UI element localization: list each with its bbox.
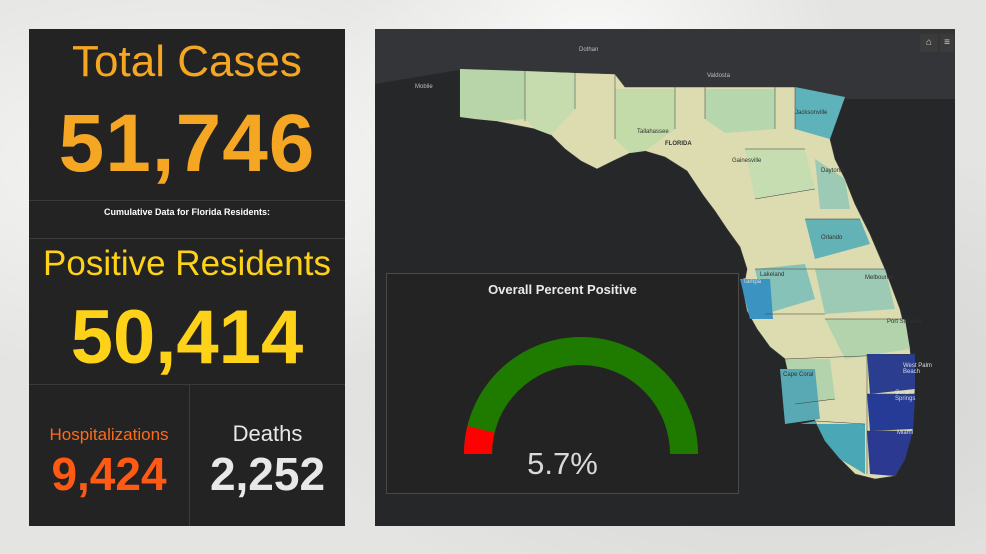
map-label-jacksonville: Jacksonville xyxy=(795,110,828,116)
deaths-label: Deaths xyxy=(232,421,303,446)
florida-map[interactable] xyxy=(375,29,955,526)
hospitalizations-label: Hospitalizations xyxy=(49,425,169,444)
map-label-orlando: Orlando xyxy=(821,235,843,241)
map-label-tallahassee: Tallahassee xyxy=(637,129,669,135)
positive-residents-label: Positive Residents xyxy=(43,244,331,283)
stats-panel: Total Cases 51,746 Cumulative Data for F… xyxy=(29,29,345,526)
hospitalizations-value: 9,424 xyxy=(51,448,167,500)
hospitalizations-block: Hospitalizations 9,424 xyxy=(29,385,189,526)
total-cases-label: Total Cases xyxy=(72,37,302,86)
cumulative-note: Cumulative Data for Florida Residents: xyxy=(103,207,271,217)
map-label-miami: Miami xyxy=(897,430,913,436)
gauge-card: Overall Percent Positive 5.7% xyxy=(386,273,739,494)
total-cases-value: 51,746 xyxy=(58,98,316,189)
map-label-gainesville: Gainesville xyxy=(732,158,762,164)
map-label-valdosta: Valdosta xyxy=(707,73,730,79)
map-label-daytona: Daytona xyxy=(821,168,844,174)
home-icon[interactable]: ⌂ xyxy=(920,34,938,52)
gauge-title: Overall Percent Positive xyxy=(488,282,637,297)
divider xyxy=(29,200,345,201)
map-label-melbourne: Melbourne xyxy=(865,275,894,281)
map-label-west-palm-beach: West Palm Beach xyxy=(903,363,932,375)
map-label-florida: FLORIDA xyxy=(665,141,692,147)
map-label-mobile: Mobile xyxy=(415,84,433,90)
map-label-lakeland: Lakeland xyxy=(760,272,785,278)
map-label-dothan: Dothan xyxy=(579,47,599,53)
map-label-port-st-lucie: Port St Lucie xyxy=(887,319,922,325)
divider xyxy=(29,384,345,385)
gauge-chart xyxy=(464,337,698,455)
deaths-value: 2,252 xyxy=(209,448,326,500)
positive-residents-value: 50,414 xyxy=(70,295,304,380)
map-label-cape-coral: Cape Coral xyxy=(783,372,814,378)
gauge-fill xyxy=(464,425,495,455)
deaths-block: Deaths 2,252 xyxy=(190,385,345,526)
gauge-value: 5.7% xyxy=(527,446,598,481)
gauge-track xyxy=(464,337,698,455)
divider xyxy=(189,385,190,526)
map-label-coral-springs: Coral Springs xyxy=(895,390,916,402)
list-icon[interactable]: ≡ xyxy=(940,34,954,52)
map-label-tampa: Tampa xyxy=(743,279,762,285)
divider xyxy=(29,238,345,239)
